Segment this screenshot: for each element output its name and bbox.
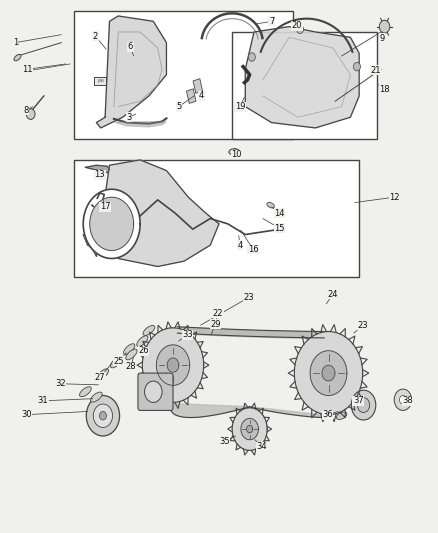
- Polygon shape: [241, 418, 258, 440]
- Ellipse shape: [97, 369, 109, 379]
- Ellipse shape: [137, 336, 148, 346]
- Text: 37: 37: [353, 397, 364, 405]
- Text: 36: 36: [322, 410, 333, 419]
- Text: 24: 24: [328, 290, 338, 298]
- Text: 20: 20: [292, 21, 302, 30]
- Text: 12: 12: [389, 193, 399, 201]
- Ellipse shape: [267, 203, 275, 208]
- Text: 2: 2: [93, 32, 98, 41]
- Text: 23: 23: [244, 293, 254, 302]
- Text: 4: 4: [199, 92, 204, 100]
- Circle shape: [93, 404, 113, 427]
- Text: 32: 32: [55, 379, 66, 388]
- Polygon shape: [83, 160, 219, 266]
- Text: 4: 4: [237, 241, 243, 249]
- Text: 21: 21: [371, 66, 381, 75]
- Circle shape: [248, 53, 255, 61]
- Ellipse shape: [143, 326, 155, 335]
- Text: 31: 31: [38, 397, 48, 405]
- Text: 28: 28: [125, 362, 136, 371]
- Text: 17: 17: [100, 203, 110, 211]
- Polygon shape: [310, 351, 347, 395]
- Bar: [74, 160, 359, 277]
- Ellipse shape: [232, 151, 237, 154]
- Text: 29: 29: [210, 320, 221, 328]
- FancyBboxPatch shape: [138, 373, 173, 410]
- Circle shape: [399, 395, 406, 404]
- Text: 1: 1: [13, 38, 18, 47]
- Text: 10: 10: [231, 150, 242, 159]
- Polygon shape: [85, 165, 110, 173]
- Bar: [74, 11, 293, 139]
- Polygon shape: [294, 332, 363, 415]
- Text: 18: 18: [379, 85, 390, 94]
- Text: 7: 7: [269, 17, 274, 26]
- Polygon shape: [142, 328, 204, 402]
- Circle shape: [357, 398, 370, 413]
- Circle shape: [26, 109, 35, 119]
- Text: 33: 33: [182, 330, 193, 339]
- Polygon shape: [83, 189, 140, 259]
- Text: 13: 13: [95, 171, 105, 179]
- Circle shape: [86, 395, 120, 436]
- Text: 22: 22: [213, 309, 223, 318]
- Polygon shape: [96, 16, 166, 128]
- Text: 19: 19: [235, 102, 245, 111]
- Text: 34: 34: [257, 442, 267, 451]
- Ellipse shape: [124, 344, 135, 354]
- Ellipse shape: [336, 412, 347, 419]
- Circle shape: [145, 381, 162, 402]
- Ellipse shape: [91, 392, 102, 402]
- Polygon shape: [245, 27, 359, 128]
- Polygon shape: [114, 122, 166, 127]
- Text: 14: 14: [274, 209, 285, 217]
- Bar: [193, 79, 202, 93]
- Polygon shape: [322, 365, 335, 381]
- Bar: [187, 89, 196, 103]
- Polygon shape: [232, 408, 267, 450]
- Text: 27: 27: [95, 373, 105, 382]
- Polygon shape: [90, 197, 134, 251]
- Text: 5: 5: [176, 102, 181, 111]
- Ellipse shape: [126, 349, 137, 360]
- Text: 11: 11: [22, 65, 32, 74]
- Text: 26: 26: [138, 346, 149, 355]
- Polygon shape: [167, 358, 179, 372]
- Bar: [232, 32, 377, 139]
- Text: 8: 8: [24, 106, 29, 115]
- Polygon shape: [247, 425, 253, 433]
- Ellipse shape: [229, 149, 240, 155]
- Bar: [94, 77, 106, 85]
- Text: 16: 16: [248, 245, 258, 254]
- Text: 3: 3: [127, 113, 132, 122]
- Text: 23: 23: [357, 321, 368, 329]
- Circle shape: [297, 25, 304, 34]
- Polygon shape: [170, 403, 331, 417]
- Text: 30: 30: [21, 410, 32, 419]
- Circle shape: [379, 20, 390, 33]
- Circle shape: [353, 62, 360, 71]
- Text: 15: 15: [274, 224, 285, 232]
- Circle shape: [351, 390, 376, 420]
- Polygon shape: [156, 345, 190, 385]
- Text: JBB: JBB: [97, 79, 104, 83]
- Text: 38: 38: [402, 397, 413, 405]
- Circle shape: [99, 411, 106, 420]
- Ellipse shape: [80, 387, 91, 397]
- Text: 35: 35: [219, 437, 230, 446]
- Ellipse shape: [110, 357, 122, 368]
- Text: 9: 9: [380, 34, 385, 43]
- Ellipse shape: [14, 54, 21, 61]
- Text: 6: 6: [128, 43, 133, 51]
- Circle shape: [394, 389, 412, 410]
- Text: 25: 25: [114, 357, 124, 366]
